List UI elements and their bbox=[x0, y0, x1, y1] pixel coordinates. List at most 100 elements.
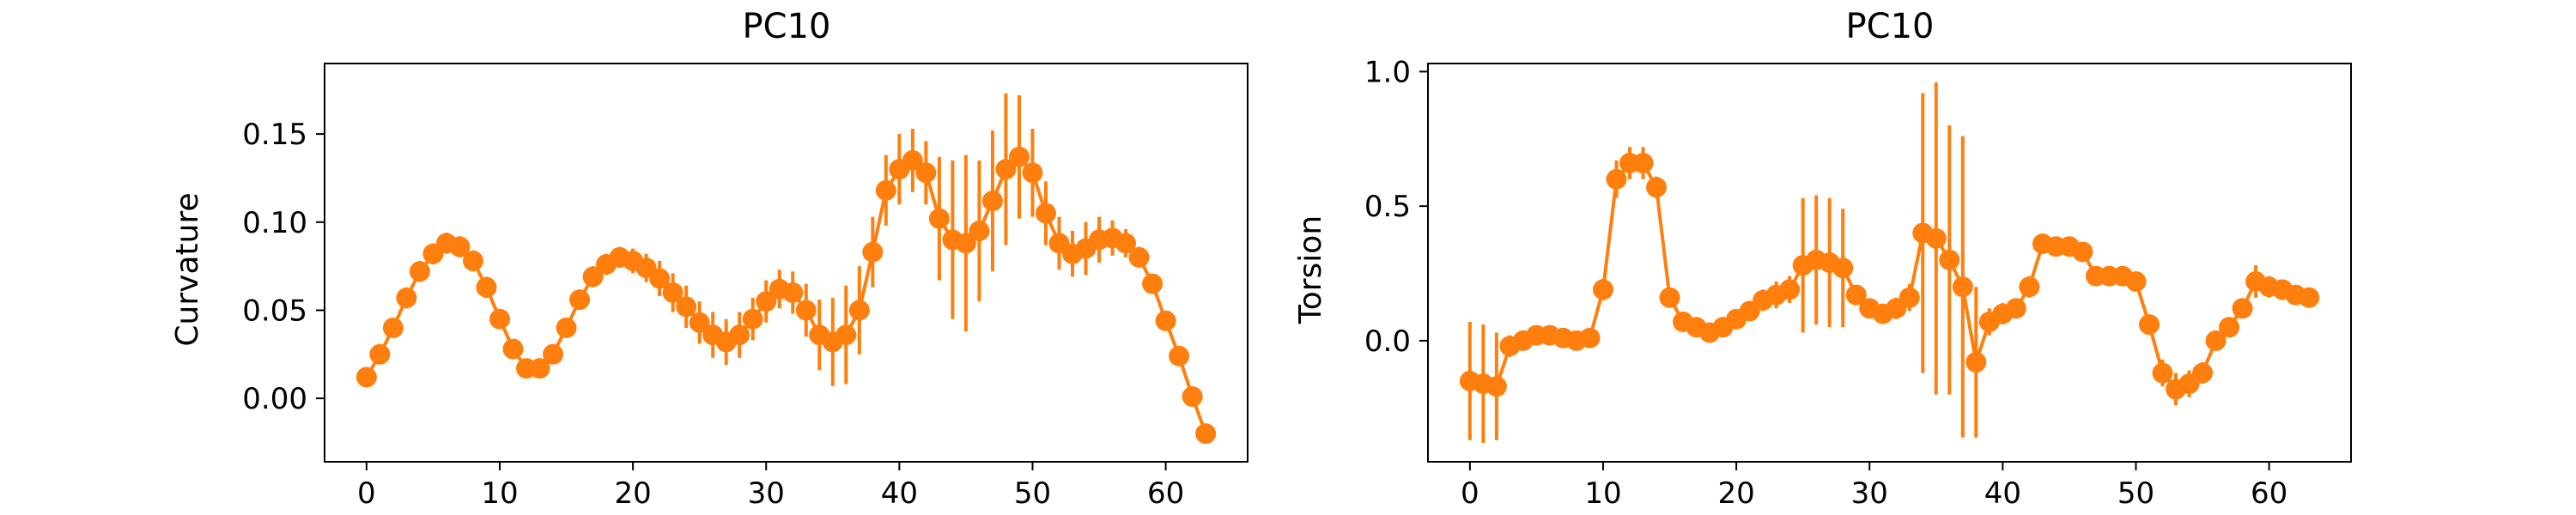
torsion-series-line bbox=[1469, 161, 2310, 391]
torsion-panel: PC10 Torsion 0 10 20 30 40 50 60 0.0 0.5 1.0 bbox=[1293, 7, 2352, 511]
curvature-data-point bbox=[543, 343, 564, 365]
torsion-data-point bbox=[1606, 168, 1627, 190]
torsion-data-point bbox=[2152, 362, 2173, 384]
curvature-data-point bbox=[476, 276, 497, 298]
torsion-data-point bbox=[2138, 314, 2160, 336]
torsion-xtick-label: 40 bbox=[1984, 476, 2021, 511]
torsion-data-point bbox=[2192, 362, 2214, 384]
torsion-xtick-label: 60 bbox=[2251, 476, 2287, 511]
torsion-data-point bbox=[1952, 276, 1973, 298]
curvature-data-point bbox=[848, 300, 870, 321]
torsion-ytick-label: 0.0 bbox=[1364, 324, 1411, 359]
torsion-x-axis: 0 10 20 30 40 50 60 bbox=[1461, 462, 2287, 511]
torsion-data-point bbox=[1579, 327, 1601, 348]
curvature-panel: PC10 Curvature 0 10 20 30 40 50 60 0.00 0.05 0.1… bbox=[170, 7, 1249, 511]
curvature-xtick-label: 30 bbox=[748, 476, 785, 511]
torsion-xtick-label: 0 bbox=[1461, 476, 1479, 511]
torsion-data-point bbox=[2005, 298, 2026, 319]
torsion-title: PC10 bbox=[1846, 7, 1935, 46]
torsion-data-point bbox=[2232, 298, 2253, 319]
curvature-data-point bbox=[556, 317, 577, 338]
curvature-data-point bbox=[1115, 233, 1137, 254]
curvature-data-point bbox=[649, 268, 671, 289]
torsion-data-point bbox=[1779, 279, 1801, 300]
curvature-title: PC10 bbox=[743, 7, 831, 46]
curvature-data-point bbox=[1022, 162, 1043, 184]
curvature-plot-frame bbox=[324, 63, 1249, 463]
curvature-ylabel: Curvature bbox=[170, 192, 205, 346]
torsion-y-axis: 0.0 0.5 1.0 bbox=[1364, 55, 1428, 359]
curvature-data-point bbox=[795, 300, 817, 321]
torsion-data-point bbox=[1939, 249, 1960, 270]
curvature-data-point bbox=[981, 191, 1003, 212]
torsion-ytick-label: 0.5 bbox=[1364, 190, 1411, 224]
curvature-data-point bbox=[729, 324, 750, 346]
torsion-data-point bbox=[1899, 287, 1920, 308]
curvature-xtick-label: 60 bbox=[1147, 476, 1184, 511]
curvature-ytick-label: 0.15 bbox=[242, 118, 307, 152]
curvature-ytick-label: 0.00 bbox=[242, 382, 307, 416]
curvature-xtick-label: 0 bbox=[357, 476, 376, 511]
torsion-data-point bbox=[1925, 227, 1947, 249]
curvature-ytick-label: 0.05 bbox=[242, 294, 307, 328]
curvature-data-point bbox=[756, 291, 777, 312]
curvature-xtick-label: 50 bbox=[1014, 476, 1051, 511]
curvature-data-point bbox=[582, 266, 604, 288]
torsion-data-point bbox=[1646, 177, 1668, 198]
curvature-data-point bbox=[835, 324, 857, 346]
curvature-data-point bbox=[355, 367, 377, 388]
torsion-data-point bbox=[1832, 258, 1854, 279]
curvature-data-point bbox=[529, 358, 550, 379]
curvature-data-point bbox=[1128, 246, 1150, 268]
curvature-data-point bbox=[955, 233, 976, 254]
torsion-xtick-label: 10 bbox=[1584, 476, 1621, 511]
torsion-data-point bbox=[1485, 376, 1507, 397]
curvature-data-point bbox=[742, 308, 763, 330]
curvature-ytick-label: 0.10 bbox=[242, 206, 307, 240]
torsion-data-point bbox=[1592, 279, 1613, 300]
torsion-data-point bbox=[2125, 270, 2147, 292]
curvature-data-point bbox=[449, 236, 471, 258]
curvature-data-point bbox=[569, 289, 591, 311]
torsion-xtick-label: 20 bbox=[1717, 476, 1754, 511]
curvature-data-point bbox=[875, 179, 896, 201]
curvature-y-axis: 0.00 0.05 0.10 0.15 bbox=[242, 118, 325, 416]
curvature-data-point bbox=[409, 261, 430, 282]
curvature-data-point bbox=[995, 159, 1017, 180]
curvature-data-point bbox=[1008, 146, 1030, 167]
curvature-xtick-label: 10 bbox=[481, 476, 518, 511]
torsion-data-point bbox=[2019, 276, 2040, 298]
curvature-data-point bbox=[676, 296, 697, 318]
curvature-x-axis: 0 10 20 30 40 50 60 bbox=[357, 462, 1184, 511]
torsion-marks bbox=[1459, 82, 2320, 444]
curvature-data-point bbox=[369, 343, 391, 365]
torsion-data-point bbox=[1659, 287, 1680, 308]
curvature-data-point bbox=[662, 282, 683, 303]
torsion-plot-frame bbox=[1427, 63, 2352, 463]
torsion-data-point bbox=[1965, 352, 1987, 373]
curvature-data-point bbox=[502, 338, 524, 360]
torsion-ylabel: Torsion bbox=[1293, 215, 1328, 324]
curvature-data-point bbox=[1035, 203, 1056, 224]
torsion-ytick-label: 1.0 bbox=[1364, 55, 1411, 89]
curvature-data-point bbox=[462, 250, 483, 271]
curvature-data-point bbox=[928, 208, 950, 229]
curvature-data-point bbox=[1142, 273, 1163, 294]
torsion-data-point bbox=[1632, 153, 1654, 173]
torsion-data-point bbox=[2219, 317, 2240, 338]
curvature-data-point bbox=[782, 282, 804, 303]
torsion-xtick-label: 30 bbox=[1851, 476, 1888, 511]
curvature-data-point bbox=[689, 312, 710, 333]
torsion-data-point bbox=[2299, 287, 2320, 308]
curvature-data-point bbox=[1182, 386, 1203, 408]
curvature-data-point bbox=[396, 288, 417, 309]
torsion-xtick-label: 50 bbox=[2117, 476, 2154, 511]
torsion-data-point bbox=[2072, 241, 2093, 263]
curvature-data-point bbox=[1155, 310, 1176, 331]
curvature-xtick-label: 20 bbox=[614, 476, 651, 511]
curvature-xtick-label: 40 bbox=[881, 476, 918, 511]
torsion-data-point bbox=[1845, 284, 1867, 306]
curvature-data-point bbox=[1195, 423, 1217, 445]
curvature-data-point bbox=[902, 149, 923, 171]
